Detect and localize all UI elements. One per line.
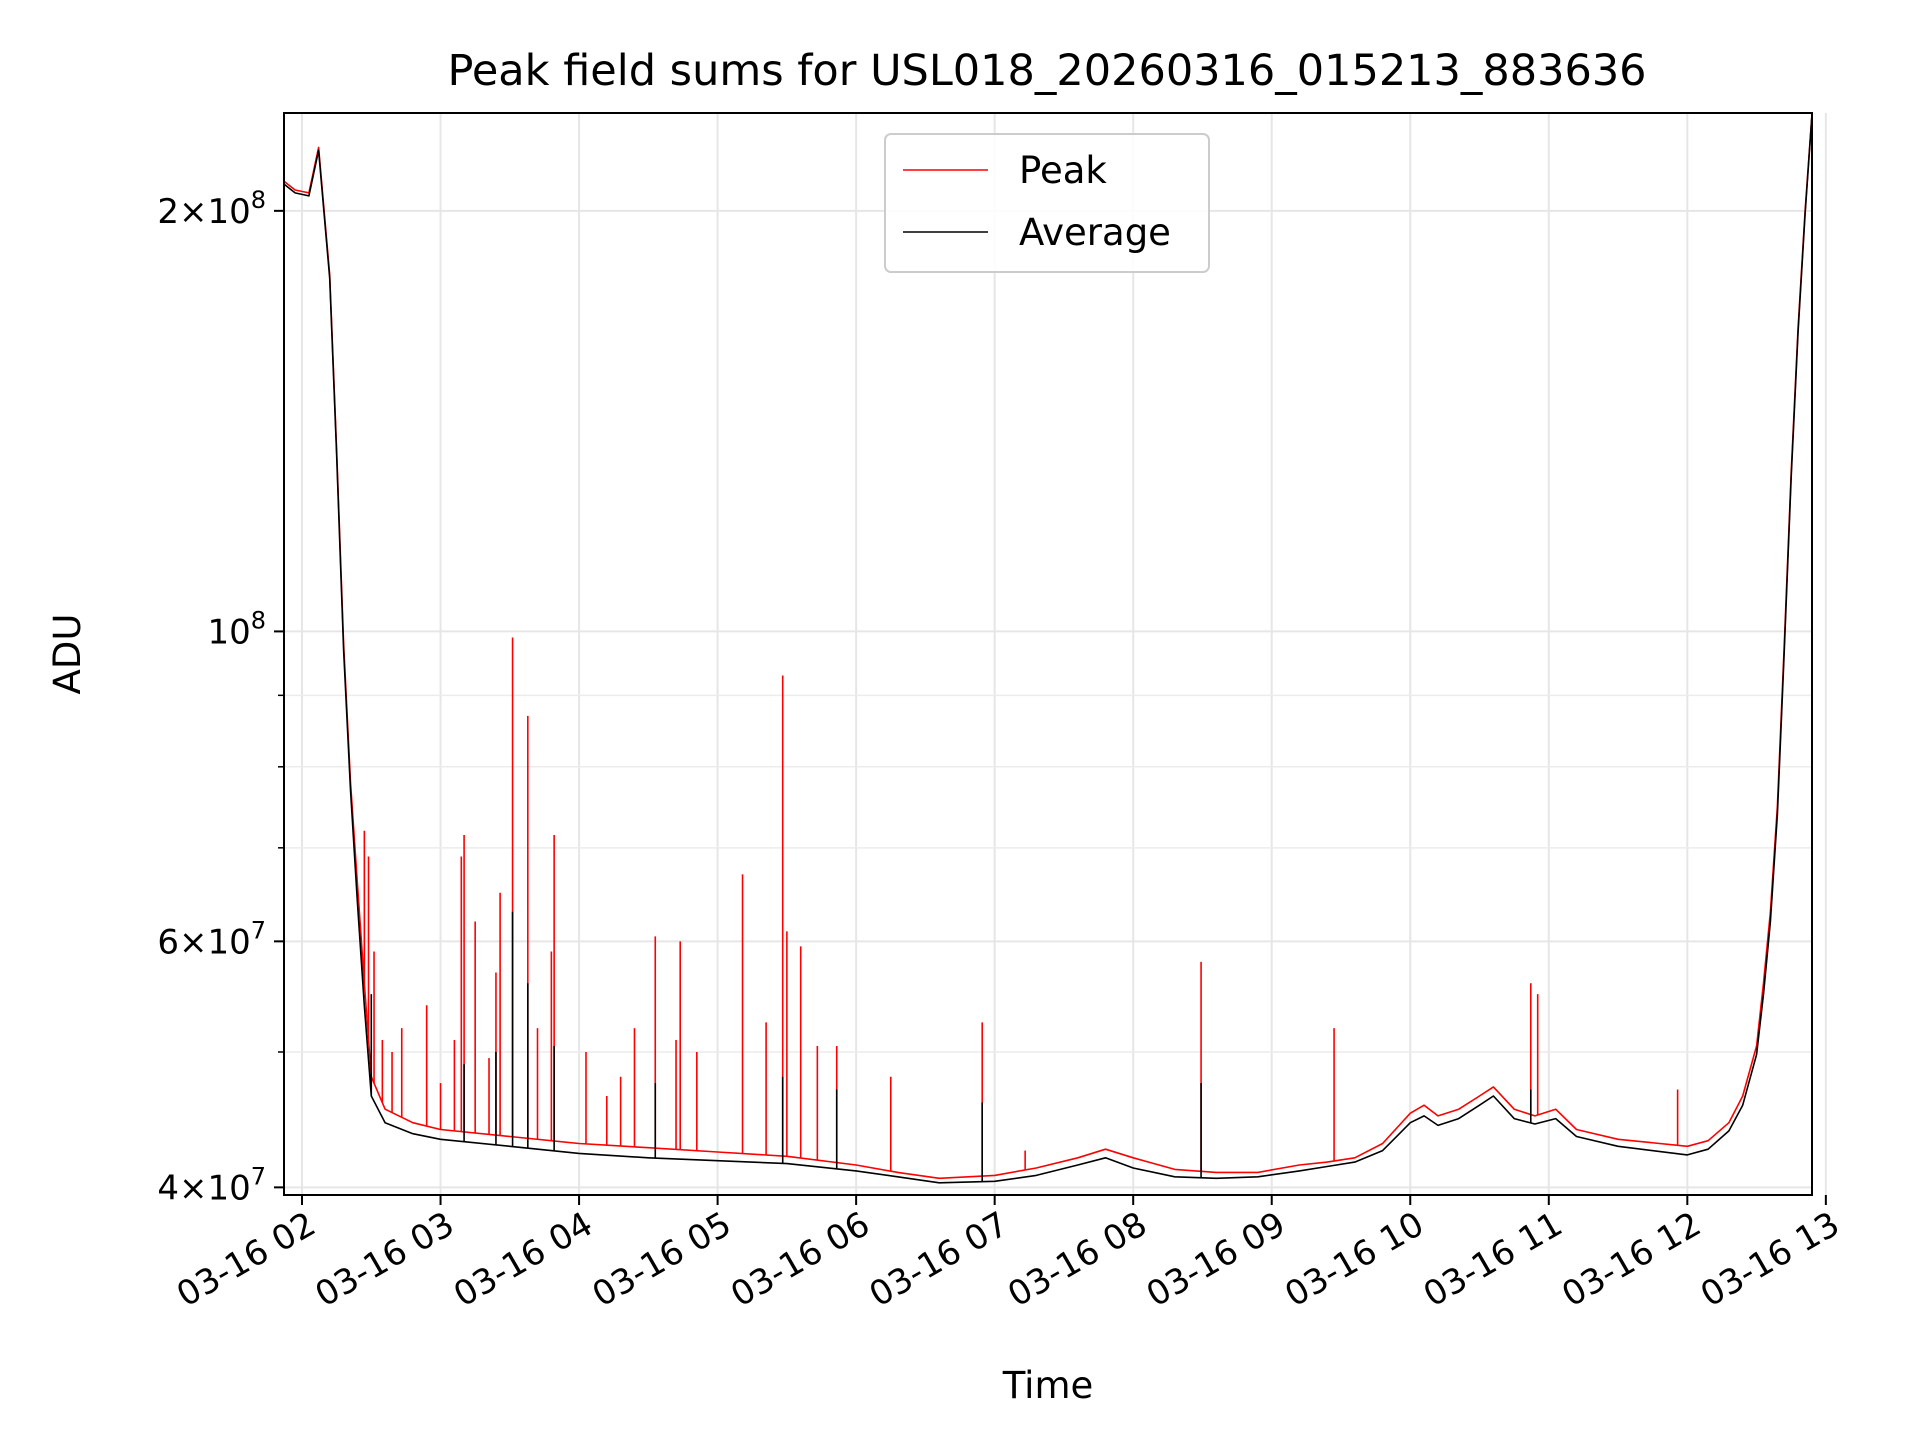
legend-box — [884, 133, 1210, 273]
series-line-average — [283, 113, 1813, 1184]
y-tick-label: 2×108 — [157, 186, 266, 232]
y-tick-label: 4×107 — [157, 1162, 266, 1208]
series-layer — [283, 113, 1813, 1184]
plot-frame — [283, 112, 1813, 1196]
legend-label-peak: Peak — [1019, 149, 1107, 192]
y-tick-label: 108 — [207, 606, 266, 652]
legend: Peak Average — [884, 133, 1210, 273]
legend-label-average: Average — [1019, 211, 1171, 254]
grid-layer — [284, 113, 1827, 1195]
y-axis-label: ADU — [46, 614, 89, 695]
chart-title: Peak field sums for USL018_20260316_0152… — [447, 46, 1646, 96]
y-tick-label: 6×107 — [157, 916, 266, 962]
x-axis-label: Time — [1002, 1364, 1094, 1407]
